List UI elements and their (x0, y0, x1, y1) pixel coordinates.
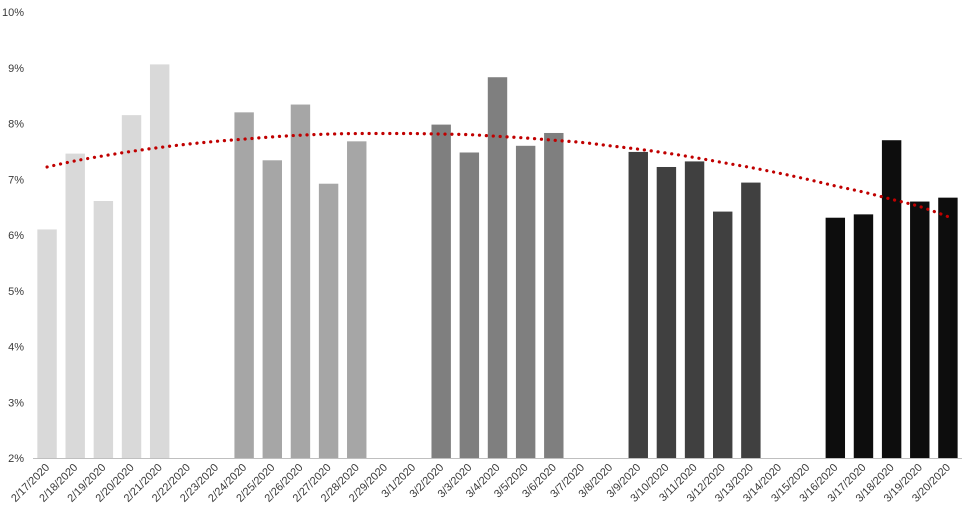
bar (459, 152, 480, 459)
bar (910, 201, 930, 459)
y-tick-label: 6% (8, 230, 24, 242)
y-tick-label: 2% (8, 453, 24, 465)
y-tick-label: 9% (8, 63, 24, 75)
bar (938, 197, 958, 458)
y-axis: 2% 3% 4% 5% 6% 7% 8% 9% 10% (2, 7, 24, 465)
bar (262, 160, 282, 459)
trendline (45, 131, 950, 219)
bar (290, 104, 311, 459)
y-tick-label: 7% (8, 174, 24, 186)
bar (37, 229, 57, 458)
bar (741, 182, 761, 458)
x-axis: 2/17/20202/18/20202/19/20202/20/20202/21… (9, 462, 953, 505)
bar (853, 214, 874, 458)
y-tick-label: 3% (8, 397, 24, 409)
bar (318, 183, 339, 458)
bars-group (37, 64, 958, 459)
bar (149, 64, 170, 459)
bar (656, 166, 677, 459)
bar (544, 132, 564, 459)
bar (487, 77, 508, 458)
bar (825, 217, 846, 458)
bar (713, 211, 733, 458)
y-tick-label: 10% (2, 7, 24, 19)
bar (347, 141, 367, 458)
bar (431, 124, 451, 459)
bar (93, 200, 114, 459)
bar (515, 145, 536, 459)
bar (234, 112, 254, 458)
bar (628, 151, 648, 458)
y-tick-label: 5% (8, 286, 24, 298)
bar (65, 153, 85, 459)
bar (684, 161, 705, 458)
bar (881, 140, 902, 458)
bar (121, 115, 142, 458)
y-tick-label: 4% (8, 342, 24, 354)
y-tick-label: 8% (8, 119, 24, 131)
